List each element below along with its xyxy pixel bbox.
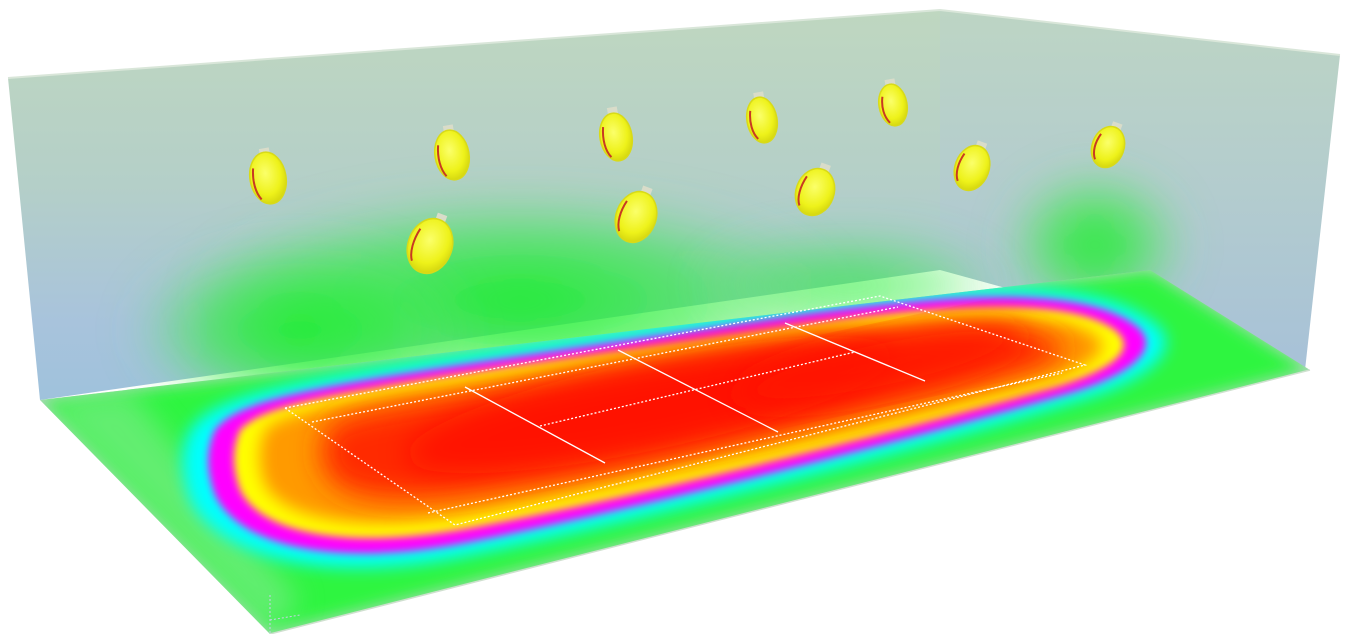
floor-edge — [269, 369, 1311, 634]
luminaire — [953, 140, 991, 192]
luminaire — [877, 78, 909, 127]
luminaire — [598, 106, 634, 162]
floor-heatmap — [40, 270, 1310, 634]
luminaire — [614, 185, 658, 244]
luminaire — [433, 124, 471, 181]
luminaire — [745, 91, 779, 144]
luminaire — [406, 212, 454, 275]
luminaires — [248, 78, 1126, 275]
luminaire — [1090, 121, 1126, 169]
ceiling-edge — [7, 8, 1341, 79]
luminaire — [248, 147, 288, 205]
axis-marker — [269, 595, 301, 634]
court-lines — [283, 295, 1088, 526]
luminaire — [794, 162, 836, 217]
